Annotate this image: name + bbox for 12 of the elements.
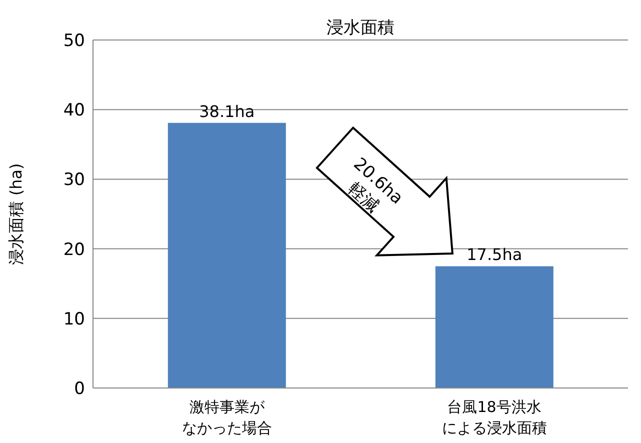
x-tick-label: 激特事業がなかった場合 [182, 398, 272, 437]
y-tick-label: 50 [63, 31, 85, 52]
y-tick-label: 20 [63, 240, 85, 260]
data-label: 17.5ha [466, 245, 522, 264]
chart-title: 浸水面積 [326, 17, 396, 39]
data-label: 38.1ha [199, 102, 255, 121]
y-tick-label: 0 [74, 379, 85, 400]
x-tick-label: 台風18号洪水による浸水面積 [442, 398, 547, 437]
y-tick-label: 40 [63, 100, 85, 121]
y-axis-title: 浸水面積 (ha) [6, 163, 26, 265]
y-tick-label: 10 [63, 309, 85, 330]
y-tick-label: 30 [63, 170, 85, 190]
